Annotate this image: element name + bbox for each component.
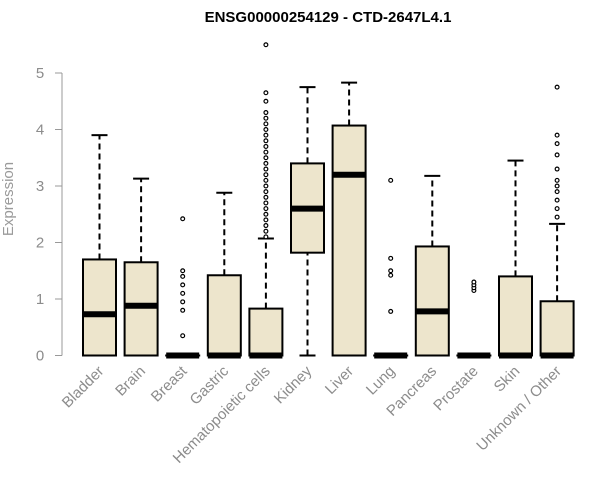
outlier-point — [263, 126, 269, 132]
outlier-point — [180, 268, 186, 274]
x-tick-label: Prostate — [430, 363, 482, 415]
outlier-point — [180, 282, 186, 288]
outlier-point — [263, 217, 269, 223]
box-group — [206, 191, 242, 359]
outlier-point — [388, 272, 394, 278]
outlier-point — [263, 166, 269, 172]
outlier-point — [263, 223, 269, 229]
outlier-point — [263, 121, 269, 127]
box-iqr — [539, 300, 575, 357]
y-tick-label: 4 — [36, 122, 44, 139]
x-tick-label: Brain — [112, 363, 149, 400]
box-iqr — [82, 258, 117, 357]
outlier-point — [554, 197, 560, 203]
outlier-point — [554, 84, 560, 90]
outlier-point — [263, 234, 269, 240]
outlier-point — [263, 143, 269, 149]
outlier-point — [554, 141, 560, 147]
chart-title: ENSG00000254129 - CTD-2647L4.1 — [205, 9, 452, 26]
outlier-point — [263, 138, 269, 144]
x-tick-label: Breast — [148, 362, 191, 405]
outlier-point — [263, 200, 269, 206]
box-group — [414, 174, 450, 357]
box-iqr — [206, 274, 242, 357]
outlier-point — [388, 255, 394, 261]
x-tick-label: Kidney — [271, 362, 316, 407]
outlier-point — [554, 183, 560, 189]
outlier-point — [263, 194, 269, 200]
outlier-point — [388, 268, 394, 274]
outlier-point — [263, 189, 269, 195]
box-group — [165, 216, 201, 359]
outlier-point — [263, 42, 269, 48]
outlier-point — [388, 308, 394, 314]
box-iqr — [414, 245, 450, 357]
outlier-point — [263, 132, 269, 138]
box-group — [373, 177, 409, 359]
x-tick-label: Skin — [491, 363, 524, 396]
box-group — [331, 81, 367, 357]
box-group — [290, 86, 325, 357]
outlier-point — [554, 166, 560, 172]
outlier-point — [263, 177, 269, 183]
outlier-point — [471, 279, 477, 285]
outlier-point — [263, 90, 269, 96]
outlier-point — [180, 290, 186, 296]
outlier-point — [180, 307, 186, 313]
box-group — [539, 84, 575, 359]
box-iqr — [498, 275, 533, 357]
y-axis: 0 1 2 3 4 5 — [36, 65, 63, 365]
box-group — [456, 279, 492, 359]
x-tick-label: Lung — [363, 363, 399, 399]
box-iqr — [248, 307, 284, 357]
x-tick-label: Bladder — [59, 363, 108, 412]
box-group — [123, 177, 159, 357]
outlier-point — [263, 115, 269, 121]
y-tick-label: 0 — [36, 348, 44, 365]
outlier-point — [263, 206, 269, 212]
outlier-point — [388, 177, 394, 183]
box-iqr — [331, 124, 367, 357]
outlier-point — [554, 189, 560, 195]
y-tick-label: 1 — [36, 291, 44, 308]
outlier-point — [263, 98, 269, 104]
outlier-point — [554, 206, 560, 212]
outlier-point — [263, 149, 269, 155]
outlier-point — [554, 177, 560, 183]
outlier-point — [180, 216, 186, 222]
y-tick-label: 2 — [36, 235, 44, 252]
outlier-point — [554, 132, 560, 138]
box-group — [82, 134, 117, 357]
outlier-point — [263, 183, 269, 189]
outlier-point — [180, 333, 186, 339]
outlier-point — [263, 228, 269, 234]
outlier-point — [263, 172, 269, 178]
outlier-point — [180, 273, 186, 279]
y-axis-label: Expression — [0, 162, 17, 236]
outlier-point — [263, 110, 269, 116]
outlier-point — [263, 160, 269, 166]
y-tick-label: 3 — [36, 178, 44, 195]
box-group — [498, 159, 533, 359]
y-tick-label: 5 — [36, 65, 44, 82]
x-tick-label: Liver — [322, 363, 357, 398]
outlier-point — [263, 155, 269, 161]
outlier-point — [554, 214, 560, 220]
outlier-point — [263, 211, 269, 217]
outlier-point — [554, 152, 560, 158]
box-iqr — [123, 261, 159, 357]
outlier-point — [180, 299, 186, 305]
box-group — [248, 42, 284, 359]
boxes-layer — [82, 42, 575, 359]
